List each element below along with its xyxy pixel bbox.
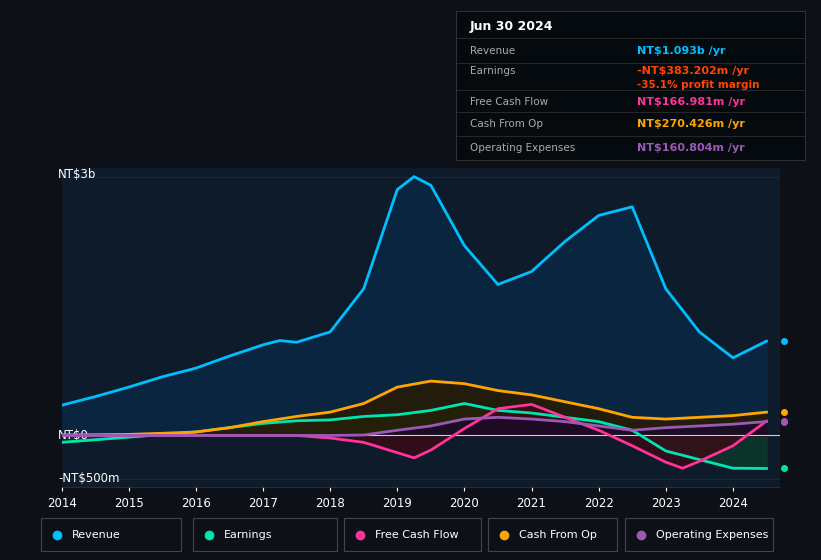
- Text: Cash From Op: Cash From Op: [470, 119, 543, 129]
- Text: Free Cash Flow: Free Cash Flow: [375, 530, 459, 540]
- Text: Earnings: Earnings: [223, 530, 272, 540]
- Text: Jun 30 2024: Jun 30 2024: [470, 20, 553, 33]
- Bar: [41, 519, 181, 551]
- Text: NT$160.804m /yr: NT$160.804m /yr: [637, 143, 745, 153]
- Bar: [488, 519, 617, 551]
- Text: NT$1.093b /yr: NT$1.093b /yr: [637, 45, 726, 55]
- Text: -NT$500m: -NT$500m: [58, 472, 120, 485]
- Bar: [625, 519, 773, 551]
- Text: Revenue: Revenue: [72, 530, 121, 540]
- Text: -35.1% profit margin: -35.1% profit margin: [637, 81, 759, 90]
- Text: Cash From Op: Cash From Op: [519, 530, 597, 540]
- Text: NT$3b: NT$3b: [58, 168, 96, 181]
- Text: Earnings: Earnings: [470, 66, 515, 76]
- Text: Free Cash Flow: Free Cash Flow: [470, 97, 548, 107]
- Text: -NT$383.202m /yr: -NT$383.202m /yr: [637, 66, 749, 76]
- Text: Operating Expenses: Operating Expenses: [470, 143, 575, 153]
- Text: NT$0: NT$0: [58, 429, 89, 442]
- Bar: [192, 519, 337, 551]
- Bar: [344, 519, 481, 551]
- Text: Operating Expenses: Operating Expenses: [656, 530, 768, 540]
- Text: NT$270.426m /yr: NT$270.426m /yr: [637, 119, 745, 129]
- Text: NT$166.981m /yr: NT$166.981m /yr: [637, 97, 745, 107]
- Text: Revenue: Revenue: [470, 45, 515, 55]
